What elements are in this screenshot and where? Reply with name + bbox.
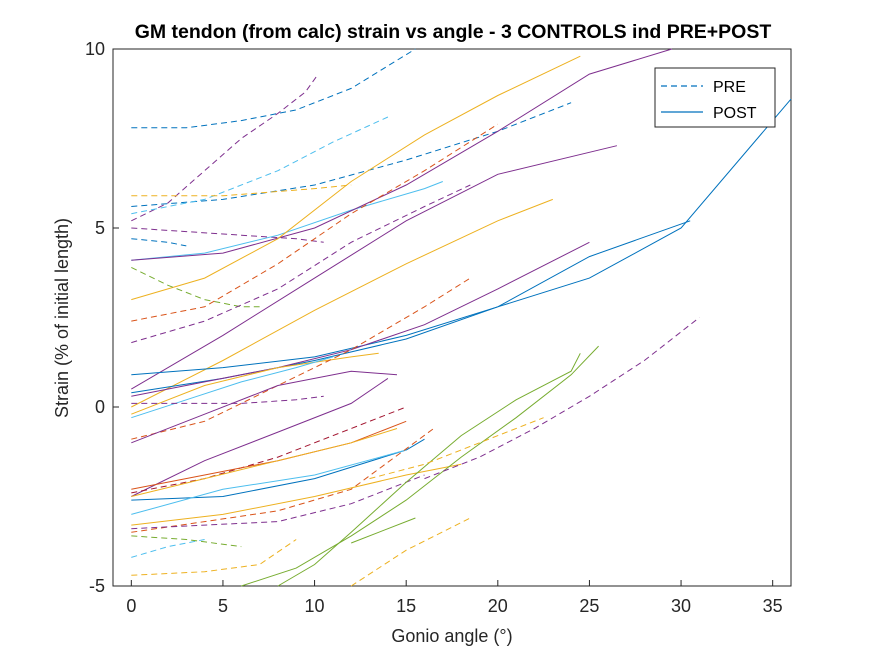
x-tick-label-3: 15: [396, 596, 416, 616]
x-tick-label-0: 0: [126, 596, 136, 616]
series-line-22: [131, 370, 398, 444]
series-line-15: [131, 98, 792, 376]
series-line-1: [131, 73, 319, 222]
x-tick-label-7: 35: [763, 596, 783, 616]
series-line-33: [277, 353, 581, 587]
x-tick-label-5: 25: [579, 596, 599, 616]
series-line-13: [131, 145, 618, 390]
series-line-34: [424, 317, 700, 480]
y-axis-label: Strain (% of initial length): [52, 218, 72, 418]
series-line-12: [131, 184, 471, 344]
plot-area: 0 5 10 15 20 25 30 35 -5 0 5 10: [85, 39, 792, 616]
series-line-6: [131, 227, 324, 243]
series-line-21: [131, 395, 324, 404]
series-lines: [131, 48, 792, 587]
series-line-0: [131, 48, 416, 129]
series-line-5: [131, 238, 187, 247]
series-line-39: [131, 539, 205, 558]
x-tick-label-1: 5: [218, 596, 228, 616]
series-line-10: [131, 266, 260, 308]
series-line-3: [131, 116, 389, 215]
y-tick-label-2: 5: [95, 218, 105, 238]
series-line-9: [131, 55, 581, 301]
series-line-8: [131, 48, 673, 261]
series-line-20: [131, 277, 471, 440]
series-line-37: [350, 517, 471, 587]
axis-ticks: 0 5 10 15 20 25 30 35 -5 0 5 10: [85, 39, 783, 616]
x-tick-label-6: 30: [671, 596, 691, 616]
series-line-23: [131, 377, 389, 497]
series-line-26: [131, 428, 398, 497]
series-line-29: [131, 463, 462, 526]
series-line-36: [351, 517, 416, 544]
series-line-14: [131, 198, 553, 408]
y-tick-label-3: 10: [85, 39, 105, 59]
x-axis-label: Gonio angle (°): [391, 626, 512, 646]
chart-title: GM tendon (from calc) strain vs angle - …: [135, 21, 772, 43]
series-line-11: [131, 123, 499, 322]
x-tick-label-2: 10: [305, 596, 325, 616]
x-tick-label-4: 20: [488, 596, 508, 616]
series-line-19: [131, 356, 334, 419]
series-line-40: [131, 535, 242, 548]
series-line-35: [369, 417, 544, 480]
y-tick-label-1: 0: [95, 397, 105, 417]
legend-label-post: POST: [713, 105, 757, 122]
legend: PRE POST: [654, 67, 776, 128]
y-tick-label-0: -5: [89, 576, 105, 596]
series-line-17: [131, 241, 590, 397]
series-line-38: [131, 539, 297, 576]
series-line-2: [131, 102, 572, 207]
legend-box: [654, 67, 776, 128]
legend-label-pre: PRE: [713, 79, 746, 96]
series-line-4: [131, 184, 352, 197]
series-line-28: [131, 449, 407, 515]
axes-box: [112, 48, 792, 587]
series-line-24: [131, 406, 407, 494]
series-line-18: [131, 352, 379, 415]
series-line-32: [241, 345, 599, 587]
series-line-7: [131, 181, 443, 261]
